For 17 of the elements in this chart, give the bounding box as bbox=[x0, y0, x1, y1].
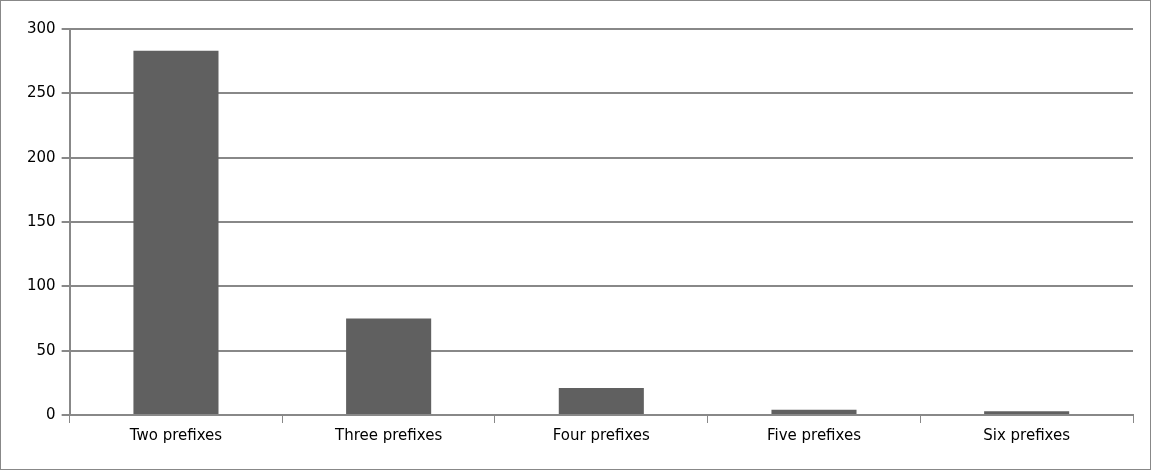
y-tick-label: 150 bbox=[26, 211, 56, 230]
bar bbox=[346, 318, 432, 414]
y-tick-label: 300 bbox=[26, 18, 56, 37]
x-tick-label: Two prefixes bbox=[128, 425, 223, 444]
x-tick-label: Four prefixes bbox=[552, 425, 651, 444]
y-tick-label: 50 bbox=[36, 340, 56, 359]
y-tick-label: 250 bbox=[26, 83, 56, 102]
x-tick-label: Three prefixes bbox=[334, 425, 443, 444]
y-tick-label: 100 bbox=[26, 276, 56, 295]
x-tick-label: Five prefixes bbox=[766, 425, 862, 444]
bar bbox=[558, 387, 644, 414]
x-tick-label: Six prefixes bbox=[983, 425, 1071, 444]
bar bbox=[133, 50, 219, 414]
y-tick-label: 0 bbox=[46, 404, 56, 423]
y-tick-label: 200 bbox=[26, 147, 56, 166]
bar bbox=[984, 411, 1070, 414]
bar bbox=[771, 409, 857, 414]
